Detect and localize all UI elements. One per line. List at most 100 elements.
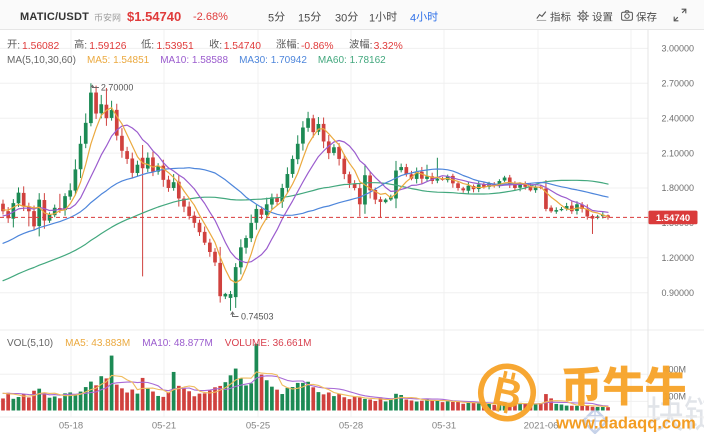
volume-bar bbox=[207, 390, 212, 411]
candle bbox=[435, 157, 440, 184]
timeframe-30m[interactable]: 30 bbox=[335, 0, 360, 31]
date-tick-label: 2021-06 bbox=[524, 421, 559, 432]
volume-bar bbox=[606, 407, 610, 411]
timeframe-4h-active[interactable]: 4 bbox=[410, 0, 440, 31]
candle bbox=[244, 235, 248, 254]
volume-bar bbox=[409, 400, 414, 411]
candle bbox=[414, 167, 419, 184]
settings-button[interactable] bbox=[577, 0, 614, 31]
volume-bar bbox=[595, 407, 600, 411]
volume-bar bbox=[311, 387, 316, 411]
timeframe-4h-active-part-part-part: 4 bbox=[410, 13, 416, 25]
volume-bar bbox=[192, 396, 197, 411]
volume-bar bbox=[332, 396, 336, 411]
candle bbox=[202, 226, 207, 246]
volume-tick-label: 100M bbox=[663, 391, 686, 401]
candle bbox=[16, 187, 21, 207]
candle bbox=[425, 164, 429, 182]
volume-bar bbox=[125, 392, 129, 411]
candle-part bbox=[192, 215, 197, 223]
candle bbox=[140, 144, 145, 277]
brand-watermark-part bbox=[563, 365, 685, 406]
gear-icon-part-part-part bbox=[578, 10, 581, 14]
volume-tick-label: 400M bbox=[663, 364, 686, 374]
candle-part bbox=[120, 135, 124, 151]
candle-part bbox=[414, 171, 419, 179]
ma-lines-layer bbox=[2, 107, 609, 284]
exchange-name-part-part-part bbox=[103, 13, 112, 22]
indicator-button[interactable] bbox=[536, 0, 572, 31]
volume-bar bbox=[259, 374, 264, 411]
volume-bar bbox=[213, 387, 217, 411]
candle bbox=[109, 100, 114, 121]
candle-part bbox=[357, 188, 362, 205]
candle-part bbox=[482, 184, 486, 187]
volume-bar bbox=[270, 386, 274, 411]
candle bbox=[311, 114, 316, 138]
volume-bar bbox=[254, 343, 259, 411]
candle-part bbox=[585, 208, 590, 217]
candle bbox=[182, 196, 186, 213]
candle-part bbox=[223, 293, 228, 297]
volume-bar bbox=[37, 388, 42, 411]
indicator-label-part-part-part bbox=[560, 11, 571, 21]
candle bbox=[114, 103, 119, 141]
volume-bar bbox=[161, 396, 166, 411]
candle-part bbox=[135, 164, 140, 174]
close-field-part: : bbox=[209, 37, 224, 52]
timeframe-4h-active-part: 4 bbox=[410, 11, 438, 25]
candle bbox=[559, 207, 564, 212]
timeframe-5m-part: 5 bbox=[268, 11, 285, 25]
chart-canvas[interactable]: 3.000002.700002.400002.100001.800001.500… bbox=[0, 30, 704, 434]
timeframe-4h-active-part-part: 4 bbox=[410, 11, 438, 25]
brand-watermark-part-part bbox=[645, 365, 685, 406]
candle-part bbox=[456, 183, 460, 188]
candle bbox=[290, 155, 295, 178]
candle-part bbox=[388, 197, 393, 200]
ma60-line bbox=[2, 179, 609, 282]
save-button[interactable] bbox=[621, 0, 658, 31]
change-percent: -2.68% bbox=[193, 10, 228, 23]
candle-part bbox=[554, 210, 559, 212]
timeframe-5m[interactable]: 5 bbox=[268, 0, 287, 31]
volume-bar bbox=[290, 387, 295, 411]
ma5-field: MA5: 1.54851 bbox=[87, 55, 149, 66]
candle bbox=[197, 219, 202, 236]
candle bbox=[89, 83, 93, 127]
candle bbox=[37, 193, 42, 237]
volume-bar bbox=[580, 405, 584, 411]
high-annotation-part bbox=[90, 84, 95, 89]
candle bbox=[254, 204, 259, 230]
timeframe-1h[interactable]: 1 bbox=[369, 0, 399, 31]
candle bbox=[306, 111, 310, 132]
high-field-part-part: : bbox=[74, 38, 87, 52]
volume-bar bbox=[554, 403, 559, 411]
settings-label-part-part bbox=[592, 11, 613, 22]
volume-bar bbox=[202, 393, 207, 411]
change-field-part-part: : bbox=[276, 39, 299, 52]
candle-part bbox=[409, 174, 414, 179]
timeframe-15m[interactable]: 15 bbox=[298, 0, 323, 31]
candle-part bbox=[373, 189, 378, 200]
candle-part bbox=[197, 222, 202, 233]
gear-icon-part-part bbox=[579, 11, 587, 20]
volume-bar bbox=[363, 398, 367, 411]
background-watermark-part-part bbox=[583, 409, 607, 433]
ma10-value: 1.58588 bbox=[191, 55, 229, 66]
expand-icon bbox=[673, 8, 687, 22]
axis-labels: 3.000002.700002.400002.100001.800001.500… bbox=[59, 44, 694, 432]
candle-part bbox=[83, 122, 88, 144]
candle bbox=[544, 180, 548, 212]
candle-part bbox=[378, 199, 383, 202]
volume-bar bbox=[6, 392, 11, 411]
candle bbox=[419, 166, 424, 184]
volume-bar bbox=[316, 392, 321, 411]
volume-bar bbox=[295, 382, 300, 411]
fullscreen-button[interactable] bbox=[673, 8, 687, 22]
volume-bar bbox=[502, 402, 507, 411]
volume-bar bbox=[218, 385, 223, 411]
candle-part bbox=[171, 182, 176, 188]
amplitude-value: 3.32% bbox=[373, 41, 403, 52]
gear-icon-part-part bbox=[577, 9, 589, 22]
